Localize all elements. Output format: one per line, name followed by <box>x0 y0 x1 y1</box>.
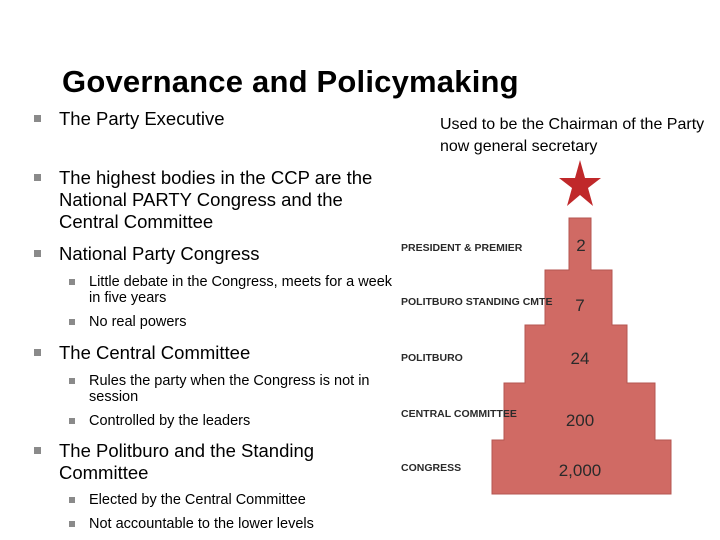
tier-label: POLITBURO STANDING CMTE <box>401 296 552 308</box>
sub-bullet-no-real-powers: No real powers <box>69 314 399 330</box>
tier-count: 200 <box>566 411 594 430</box>
tier-politburo: POLITBURO 24 <box>401 349 589 368</box>
bullet-politburo-standing-committee: The Politburo and the Standing Committee <box>34 440 399 484</box>
tier-label: PRESIDENT & PREMIER <box>401 242 523 254</box>
slide-title: Governance and Policymaking <box>62 64 519 99</box>
tier-label: CENTRAL COMMITTEE <box>401 408 517 420</box>
tier-label: CONGRESS <box>401 462 461 474</box>
bullet-highest-bodies: The highest bodies in the CCP are the Na… <box>34 167 399 233</box>
pyramid-shape <box>491 217 672 495</box>
tier-politburo-standing-cmte: POLITBURO STANDING CMTE 7 <box>401 296 585 315</box>
sub-bullet-rules-party: Rules the party when the Congress is not… <box>69 373 399 405</box>
sub-bullet-little-debate: Little debate in the Congress, meets for… <box>69 274 399 306</box>
tier-count: 7 <box>575 296 584 315</box>
tier-president-premier: PRESIDENT & PREMIER 2 <box>401 236 586 255</box>
tier-count: 24 <box>571 349 590 368</box>
tier-congress: CONGRESS 2,000 <box>401 461 601 480</box>
star-icon <box>559 160 601 206</box>
sub-bullet-not-accountable: Not accountable to the lower levels <box>69 516 399 532</box>
bullet-list: The Party Executive The highest bodies i… <box>34 108 399 532</box>
tier-central-committee: CENTRAL COMMITTEE 200 <box>401 408 594 430</box>
bullet-central-committee: The Central Committee <box>34 342 399 364</box>
bullet-party-executive: The Party Executive <box>34 108 399 130</box>
tier-label: POLITBURO <box>401 352 463 364</box>
party-hierarchy-pyramid: PRESIDENT & PREMIER 2 POLITBURO STANDING… <box>401 160 672 495</box>
chairman-note: Used to be the Chairman of the Party now… <box>440 116 705 155</box>
tier-count: 2 <box>576 236 585 255</box>
tier-count: 2,000 <box>559 461 602 480</box>
bullet-national-party-congress: National Party Congress <box>34 243 399 265</box>
sub-bullet-elected-by-cc: Elected by the Central Committee <box>69 492 399 508</box>
sub-bullet-controlled-by-leaders: Controlled by the leaders <box>69 413 399 429</box>
